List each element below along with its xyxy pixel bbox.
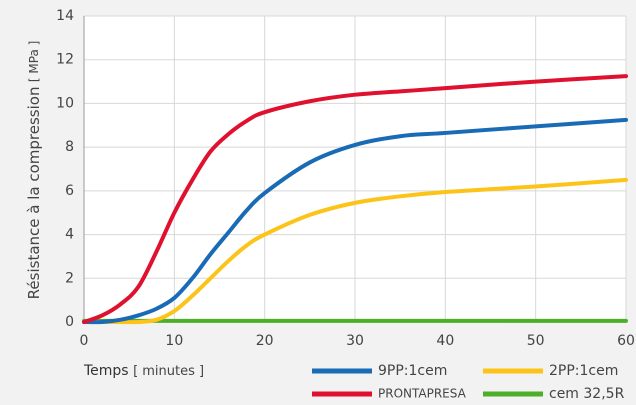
x-label-main: Temps <box>83 363 129 379</box>
legend-label: 2PP:1cem <box>549 363 618 379</box>
y-tick-label: 4 <box>65 227 74 243</box>
x-label-unit: [ minutes ] <box>133 364 204 379</box>
y-tick-label: 2 <box>65 270 74 286</box>
x-tick-label: 0 <box>80 333 89 349</box>
series-line <box>82 117 628 325</box>
y-tick-label: 6 <box>65 183 74 199</box>
legend-label: cem 32,5R <box>549 386 625 402</box>
y-label-main: Résistance à la compression <box>25 87 43 300</box>
y-label-unit: [ MPa ] <box>27 41 41 82</box>
y-tick-label: 12 <box>56 52 74 68</box>
x-tick-label: 20 <box>256 333 274 349</box>
x-tick-label: 60 <box>617 333 635 349</box>
y-tick-label: 8 <box>65 139 74 155</box>
y-tick-label: 0 <box>65 314 74 330</box>
y-axis-label: Résistance à la compression [ MPa ] <box>25 41 43 300</box>
legend-label: PRONTAPRESA <box>378 387 467 401</box>
x-tick-label: 10 <box>165 333 183 349</box>
series-line <box>82 177 628 325</box>
x-axis-label: Temps [ minutes ] <box>83 363 204 379</box>
x-tick-label: 30 <box>346 333 364 349</box>
y-tick-label: 10 <box>56 95 74 111</box>
x-tick-label: 50 <box>527 333 545 349</box>
x-tick-label: 40 <box>436 333 454 349</box>
y-tick-label: 14 <box>56 8 74 24</box>
series-line <box>82 74 628 324</box>
legend-label: 9PP:1cem <box>378 363 447 379</box>
